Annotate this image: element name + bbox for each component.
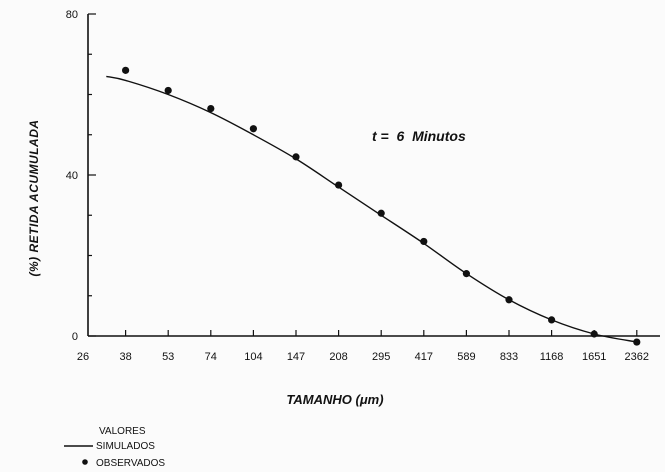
x-tick-label: 38 (119, 351, 131, 363)
observed-point (377, 209, 385, 217)
x-tick-label: 74 (205, 351, 217, 363)
observed-point (292, 153, 300, 161)
x-tick-label: 417 (415, 351, 433, 363)
y-ticks: 0 40 80 (66, 9, 96, 343)
axes (87, 14, 660, 337)
x-axis-title: TAMANHO (μm) (286, 392, 383, 407)
x-tick-label: 104 (244, 351, 262, 363)
observed-point (335, 181, 343, 189)
observed-point (207, 104, 215, 113)
x-tick-label: 147 (287, 351, 305, 363)
series-line-simulados (106, 75, 637, 343)
y-tick-label: 40 (66, 170, 78, 182)
legend-item-simulados: SIMULADOS (96, 441, 155, 452)
x-ticks: 26 38 53 74 104 147 208 295 417 589 833 1168 1651 236… (77, 330, 649, 363)
legend-dot-swatch (82, 459, 88, 465)
observed-point (590, 330, 598, 338)
x-tick-label: 833 (500, 351, 518, 363)
legend: VALORES SIMULADOS OBSERVADOS (64, 426, 165, 469)
y-tick-label: 80 (66, 9, 78, 21)
observed-point (164, 86, 172, 95)
series-points-observados (122, 66, 641, 346)
observed-point (548, 316, 556, 324)
x-tick-label: 208 (329, 351, 347, 363)
observed-point (122, 66, 130, 74)
legend-title: VALORES (99, 426, 146, 437)
legend-item-observados: OBSERVADOS (96, 458, 165, 469)
y-axis-title: (%) RETIDA ACUMULADA (27, 119, 41, 276)
x-tick-label: 1168 (540, 351, 564, 363)
x-tick-label: 2362 (625, 351, 649, 363)
time-annotation: t = 6 Minutos (372, 128, 466, 144)
x-tick-label: 26 (77, 351, 89, 363)
y-tick-label: 0 (72, 331, 78, 343)
x-tick-label: 295 (372, 351, 390, 363)
observed-point (505, 296, 513, 304)
observed-point (249, 125, 257, 133)
observed-point (633, 338, 641, 346)
observed-point (462, 270, 470, 278)
x-tick-label: 589 (457, 351, 475, 363)
x-tick-label: 53 (162, 351, 174, 363)
x-tick-label: 1651 (582, 351, 606, 363)
observed-point (420, 237, 428, 246)
